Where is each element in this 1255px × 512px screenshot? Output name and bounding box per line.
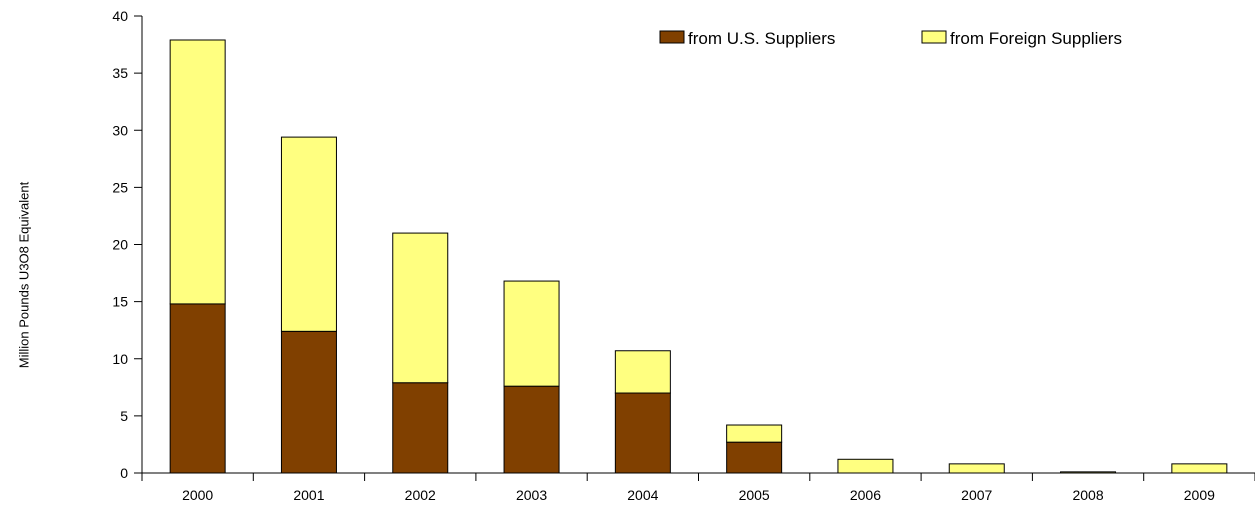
- y-tick-label: 0: [120, 465, 128, 481]
- bar-us-2001: [280, 330, 337, 474]
- bar-foreign-2004: [614, 350, 671, 394]
- bar-us-2005: [726, 441, 783, 474]
- bar-us-2004: [614, 392, 671, 474]
- bar-foreign-2003: [503, 280, 560, 387]
- y-tick-label: 25: [112, 179, 128, 195]
- x-tick-label: 2002: [405, 487, 436, 503]
- y-tick-label: 5: [120, 408, 128, 424]
- legend-swatch: [921, 30, 947, 44]
- bar-foreign-2000: [169, 39, 226, 305]
- bar-foreign-2008: [1060, 471, 1117, 474]
- legend-label: from Foreign Suppliers: [950, 29, 1122, 48]
- x-tick-label: 2003: [516, 487, 547, 503]
- bar-foreign-2006: [837, 458, 894, 474]
- y-tick-label: 20: [112, 237, 128, 253]
- bar-foreign-2002: [392, 232, 449, 384]
- legend-swatch: [659, 30, 685, 44]
- x-tick-label: 2005: [739, 487, 770, 503]
- bar-foreign-2007: [948, 463, 1005, 474]
- y-tick-label: 10: [112, 351, 128, 367]
- x-tick-label: 2008: [1072, 487, 1103, 503]
- x-tick-label: 2004: [627, 487, 658, 503]
- bar-foreign-2005: [726, 424, 783, 443]
- x-tick-label: 2006: [850, 487, 881, 503]
- bar-us-2002: [392, 382, 449, 474]
- x-tick-label: 2001: [293, 487, 324, 503]
- x-tick-label: 2007: [961, 487, 992, 503]
- bar-us-2003: [503, 385, 560, 474]
- bar-foreign-2001: [280, 136, 337, 332]
- legend-label: from U.S. Suppliers: [688, 29, 835, 48]
- y-tick-label: 30: [112, 122, 128, 138]
- bar-foreign-2009: [1171, 463, 1228, 474]
- bar-us-2000: [169, 303, 226, 474]
- y-tick-label: 15: [112, 294, 128, 310]
- y-tick-label: 40: [112, 8, 128, 24]
- x-tick-label: 2000: [182, 487, 213, 503]
- y-tick-label: 35: [112, 65, 128, 81]
- x-tick-label: 2009: [1184, 487, 1215, 503]
